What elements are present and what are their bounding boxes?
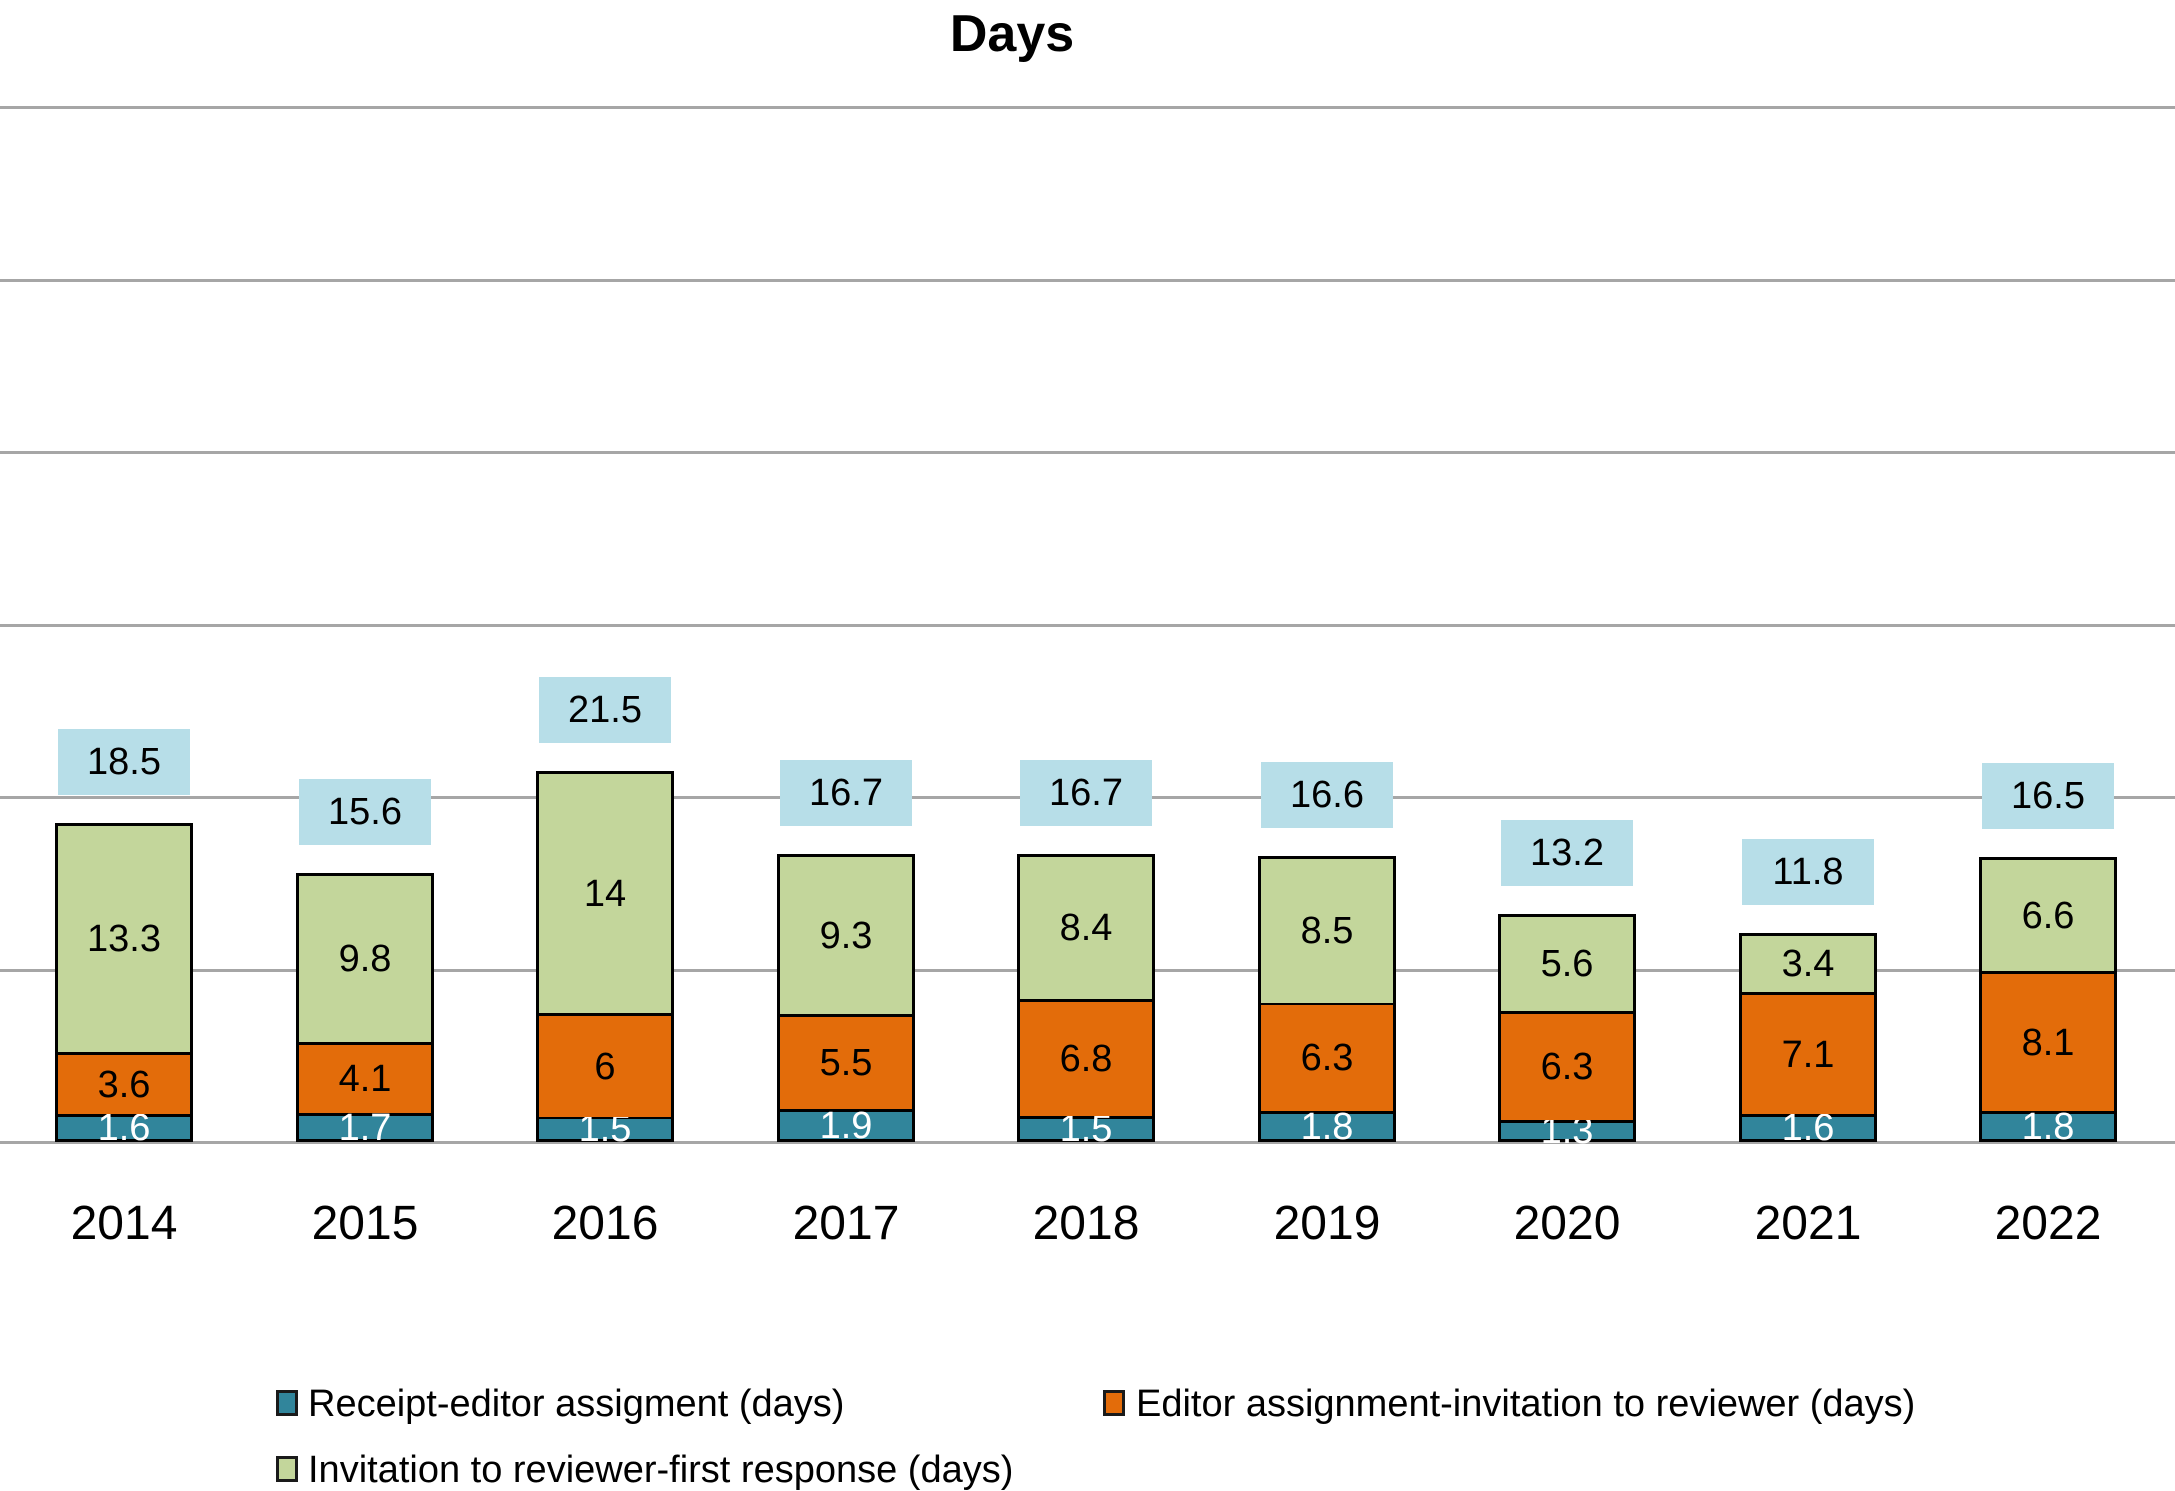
bar-segment-receipt-2022: 1.8 — [1979, 1108, 2117, 1146]
bar-segment-invitation-2020: 5.6 — [1498, 914, 1636, 1011]
bar-segment-editor-2019: 6.3 — [1258, 1002, 1396, 1111]
segment-value-label-editor-2015: 4.1 — [338, 1058, 392, 1100]
bar-segment-receipt-2019: 1.8 — [1258, 1108, 1396, 1146]
x-axis-label-2021: 2021 — [1754, 1197, 1862, 1250]
bar-segment-invitation-2017: 9.3 — [777, 854, 915, 1014]
segment-value-label-invitation-2015: 9.8 — [338, 938, 392, 980]
segment-value-label-invitation-2022: 6.6 — [2021, 894, 2075, 937]
bar-segment-invitation-2022: 6.6 — [1979, 857, 2117, 971]
segment-value-label-editor-2016: 6 — [594, 1045, 616, 1088]
legend-label-invitation: Invitation to reviewer-first response (d… — [308, 1449, 1014, 1491]
bar-segment-invitation-2021: 3.4 — [1739, 933, 1877, 992]
bar-segment-editor-2022: 8.1 — [1979, 971, 2117, 1111]
bar-segment-editor-2021: 7.1 — [1739, 992, 1877, 1114]
x-axis-label-2016: 2016 — [551, 1197, 659, 1250]
segment-value-label-receipt-2015: 1.7 — [338, 1106, 392, 1149]
bar-segment-receipt-2018: 1.5 — [1017, 1110, 1155, 1148]
total-value-box-2020: 13.2 — [1501, 820, 1633, 886]
segment-value-label-editor-2022: 8.1 — [2021, 1021, 2075, 1064]
bar-segment-invitation-2015: 9.8 — [296, 873, 434, 1042]
segment-value-label-invitation-2021: 3.4 — [1781, 943, 1835, 985]
bar-segment-receipt-2020: 1.3 — [1498, 1112, 1636, 1150]
bar-segment-receipt-2021: 1.6 — [1739, 1109, 1877, 1147]
segment-value-label-editor-2020: 6.3 — [1540, 1046, 1594, 1088]
total-value-box-2018: 16.7 — [1020, 760, 1152, 826]
legend-label-editor: Editor assignment-invitation to reviewer… — [1136, 1383, 1916, 1425]
x-axis-label-2015: 2015 — [311, 1197, 419, 1250]
total-value-box-2022: 16.5 — [1982, 763, 2114, 829]
bar-segment-invitation-2019: 8.5 — [1258, 856, 1396, 1003]
bar-segment-editor-2015: 4.1 — [296, 1042, 434, 1113]
chart-title: Days — [949, 5, 1075, 63]
total-value-box-2019: 16.6 — [1261, 762, 1393, 828]
segment-value-label-editor-2018: 6.8 — [1059, 1038, 1113, 1080]
segment-value-label-invitation-2018: 8.4 — [1059, 907, 1113, 949]
segment-value-label-receipt-2022: 1.8 — [2021, 1105, 2075, 1148]
total-value-box-2017: 16.7 — [780, 760, 912, 826]
segment-value-label-invitation-2019: 8.5 — [1300, 910, 1354, 952]
segment-value-label-invitation-2016: 14 — [583, 872, 627, 915]
total-value-box-2015: 15.6 — [299, 779, 431, 845]
segment-value-label-editor-2017: 5.5 — [819, 1042, 873, 1084]
segment-value-label-editor-2014: 3.6 — [97, 1063, 151, 1106]
gridline-40 — [0, 451, 2175, 454]
bar-segment-editor-2020: 6.3 — [1498, 1011, 1636, 1120]
segment-value-label-invitation-2020: 5.6 — [1540, 943, 1594, 985]
segment-value-label-receipt-2021: 1.6 — [1781, 1107, 1835, 1149]
x-axis-label-2014: 2014 — [70, 1197, 178, 1250]
segment-value-label-editor-2019: 6.3 — [1300, 1037, 1354, 1079]
legend-marker-receipt — [276, 1390, 298, 1416]
segment-value-label-invitation-2014: 13.3 — [87, 918, 161, 960]
bar-segment-receipt-2017: 1.9 — [777, 1104, 915, 1147]
total-value-box-2014: 18.5 — [58, 729, 190, 795]
bar-segment-editor-2018: 6.8 — [1017, 999, 1155, 1116]
bar-segment-invitation-2014: 13.3 — [55, 823, 193, 1052]
bar-segment-editor-2016: 6 — [536, 1013, 674, 1117]
gridline-50 — [0, 279, 2175, 282]
legend-label-receipt: Receipt-editor assigment (days) — [308, 1383, 845, 1425]
bar-segment-receipt-2015: 1.7 — [296, 1109, 434, 1147]
segment-value-label-receipt-2014: 1.6 — [97, 1107, 151, 1149]
gridline-30 — [0, 624, 2175, 627]
segment-value-label-editor-2021: 7.1 — [1781, 1033, 1835, 1076]
total-value-box-2016: 21.5 — [539, 677, 671, 743]
bar-segment-receipt-2016: 1.5 — [536, 1110, 674, 1148]
bar-segment-editor-2014: 3.6 — [55, 1052, 193, 1114]
x-axis-label-2022: 2022 — [1994, 1197, 2102, 1250]
legend-marker-editor — [1103, 1390, 1125, 1416]
bar-segment-receipt-2014: 1.6 — [55, 1109, 193, 1147]
segment-value-label-receipt-2017: 1.9 — [819, 1104, 873, 1147]
x-axis-label-2017: 2017 — [792, 1197, 900, 1250]
segment-value-label-receipt-2019: 1.8 — [1300, 1105, 1354, 1148]
gridline-60 — [0, 106, 2175, 109]
segment-value-label-invitation-2017: 9.3 — [819, 914, 873, 957]
x-axis-label-2020: 2020 — [1513, 1197, 1621, 1250]
total-value-box-2021: 11.8 — [1742, 839, 1874, 905]
legend-marker-invitation — [276, 1456, 298, 1482]
x-axis-line — [0, 1141, 2175, 1144]
bar-segment-invitation-2016: 14 — [536, 771, 674, 1013]
segment-value-label-receipt-2018: 1.5 — [1059, 1108, 1113, 1150]
x-axis-label-2018: 2018 — [1032, 1197, 1140, 1250]
x-axis-label-2019: 2019 — [1273, 1197, 1381, 1250]
bar-segment-invitation-2018: 8.4 — [1017, 854, 1155, 999]
bar-segment-editor-2017: 5.5 — [777, 1014, 915, 1109]
